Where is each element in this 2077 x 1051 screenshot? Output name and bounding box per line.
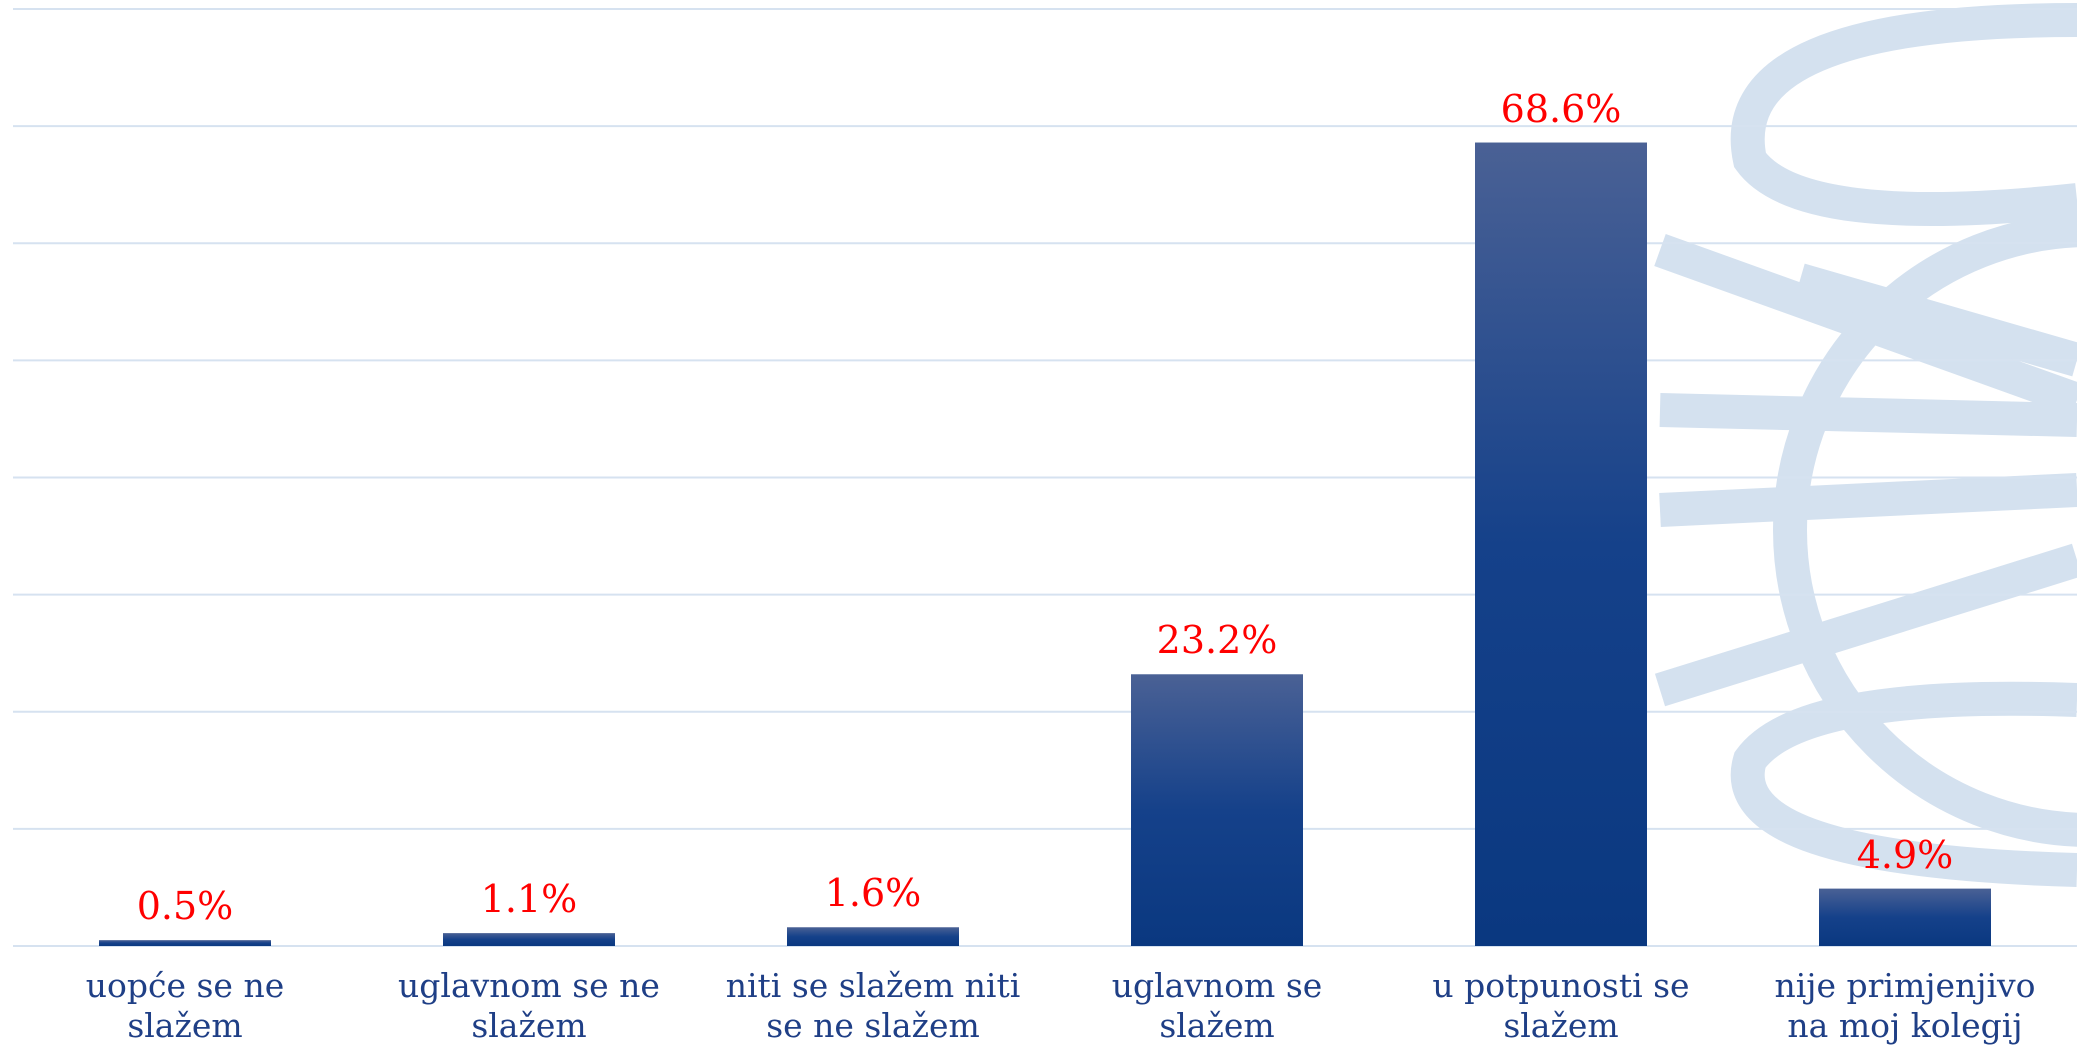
value-label: 1.6%	[824, 871, 922, 916]
x-tick-label: uglavnom se ne slažem	[398, 966, 660, 1045]
grid	[13, 8, 2077, 947]
background-emblem	[1654, 3, 2077, 887]
value-label: 0.5%	[136, 884, 234, 929]
bar	[1819, 888, 1991, 946]
value-label: 23.2%	[1156, 618, 1278, 663]
value-label: 1.1%	[480, 877, 578, 922]
bar	[1131, 674, 1303, 946]
x-tick-label: nije primjenjivo na moj kolegij	[1774, 966, 2036, 1045]
bar	[787, 927, 959, 946]
x-tick-label: uglavnom se slažem	[1111, 966, 1323, 1045]
value-label: 4.9%	[1856, 832, 1954, 877]
x-tick-label: uopće se ne slažem	[85, 966, 285, 1045]
x-tick-label: u potpunosti se slažem	[1432, 966, 1690, 1045]
bar	[1475, 142, 1647, 946]
bars	[99, 142, 1991, 946]
bar	[443, 933, 615, 946]
x-tick-label: niti se slažem niti se ne slažem	[725, 966, 1021, 1045]
bar	[99, 940, 271, 946]
value-label: 68.6%	[1500, 86, 1622, 131]
